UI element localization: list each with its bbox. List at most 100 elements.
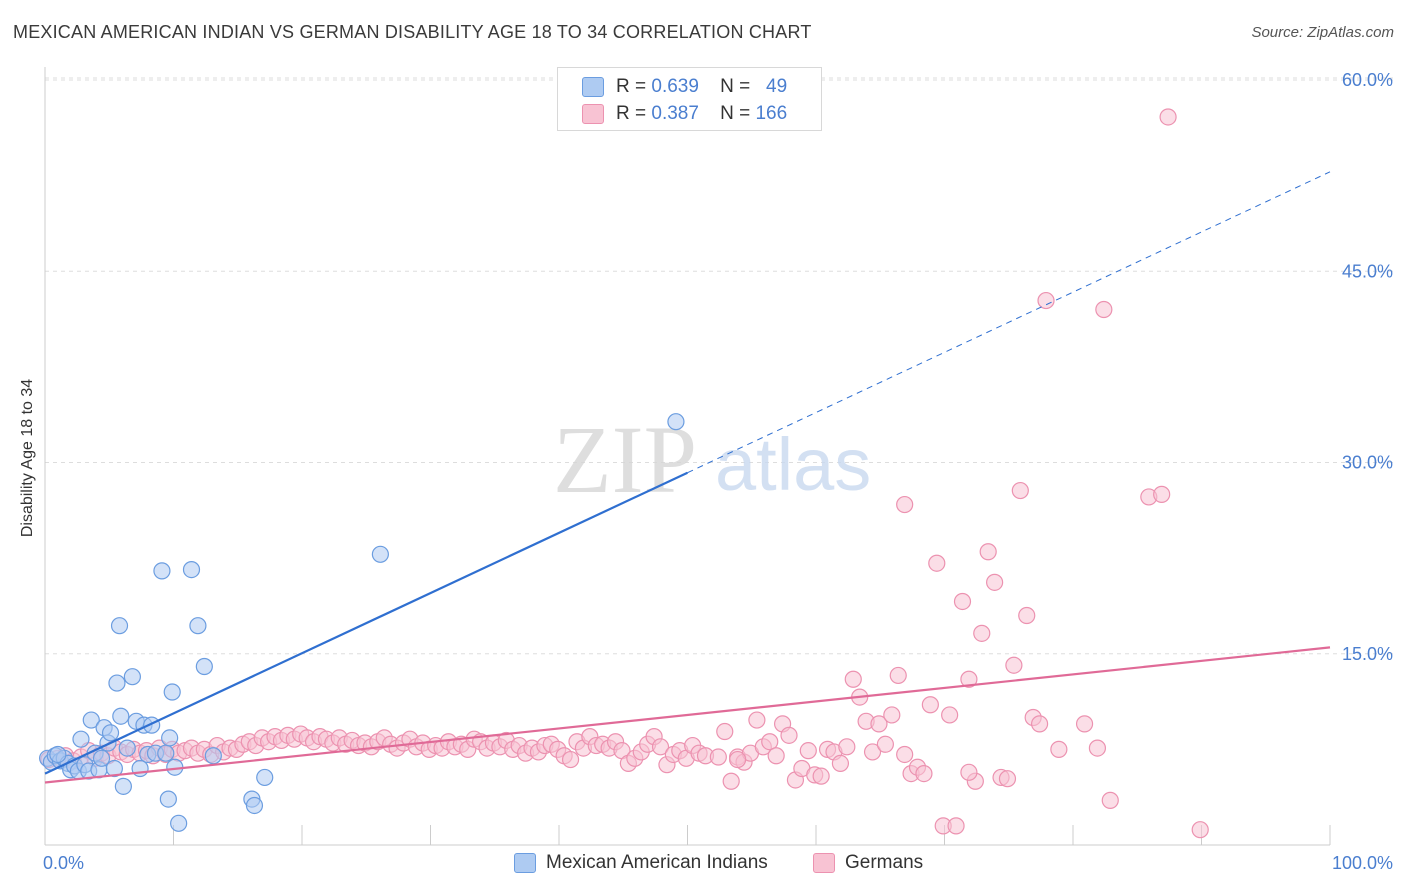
germans-point bbox=[941, 706, 959, 724]
legend-r-label: R = bbox=[616, 103, 647, 124]
germans-point bbox=[722, 772, 740, 790]
bottom-legend-swatch-blue bbox=[514, 853, 536, 873]
legend-r-value: 0.639 bbox=[651, 76, 699, 97]
bottom-legend-swatch-pink bbox=[813, 853, 835, 873]
legend-r-value: 0.387 bbox=[651, 103, 699, 124]
germans-point bbox=[986, 573, 1004, 591]
germans-point bbox=[780, 726, 798, 744]
mexican-american-indians-points bbox=[38, 413, 685, 832]
mexican-american-indians-point bbox=[204, 747, 222, 765]
y-tick-label: 30.0% bbox=[1342, 453, 1393, 473]
mexican-american-indians-point bbox=[245, 796, 264, 815]
y-tick-label: 60.0% bbox=[1342, 70, 1393, 90]
watermark-atlas: atlas bbox=[715, 423, 871, 506]
germans-point bbox=[651, 738, 670, 756]
legend-n-value: 166 bbox=[755, 103, 788, 124]
germans-point bbox=[1075, 715, 1094, 733]
germans-point bbox=[896, 495, 914, 514]
tick-labels: 15.0% 30.0% 45.0% 60.0% 0.0% 100.0% bbox=[43, 70, 1393, 873]
mexican-american-indians-point bbox=[159, 790, 177, 808]
germans-point bbox=[838, 738, 856, 756]
x-tick-label: 100.0% bbox=[1332, 853, 1393, 873]
legend-r-label: R = bbox=[616, 76, 647, 97]
germans-point bbox=[870, 715, 888, 733]
mexican-american-indians-point bbox=[101, 724, 120, 742]
germans-point bbox=[1037, 291, 1055, 310]
germans-point bbox=[1005, 656, 1023, 674]
germans-point bbox=[998, 770, 1017, 788]
mexican-american-indians-point bbox=[105, 759, 123, 778]
mexican-american-indians-point bbox=[108, 674, 126, 692]
germans-point bbox=[921, 696, 939, 714]
germans-point bbox=[1191, 821, 1209, 839]
chart-title: MEXICAN AMERICAN INDIAN VS GERMAN DISABI… bbox=[13, 22, 812, 42]
mexican-american-indians-point bbox=[195, 657, 213, 676]
legend-n-label: N = bbox=[720, 76, 751, 97]
germans-point bbox=[1018, 606, 1036, 625]
germans-point bbox=[729, 750, 747, 769]
germans-point bbox=[761, 733, 779, 751]
legend-row-mexican-american-indians: R = 0.639 N = 49 bbox=[558, 74, 787, 100]
germans-point bbox=[1030, 715, 1049, 733]
germans-trend-line bbox=[44, 646, 1331, 784]
mexican-american-indians-point bbox=[118, 739, 136, 757]
germans-point bbox=[953, 592, 972, 611]
germans-point bbox=[979, 543, 997, 561]
germans-point bbox=[716, 722, 734, 741]
germans-point bbox=[960, 670, 978, 688]
mexican-american-indians-point bbox=[153, 562, 171, 580]
mexican-american-indians-point bbox=[82, 711, 100, 729]
mexican-american-indians-point bbox=[256, 768, 274, 787]
bottom-legend-germans: Germans bbox=[813, 852, 923, 874]
mexican-american-indians-point bbox=[123, 668, 141, 686]
legend-n-label: N = bbox=[720, 103, 751, 124]
bottom-legend-label: Mexican American Indians bbox=[546, 852, 768, 873]
y-tick-label: 15.0% bbox=[1342, 644, 1393, 664]
germans-point bbox=[799, 742, 817, 760]
germans-point bbox=[960, 763, 978, 781]
mexican-american-indians-point bbox=[371, 545, 389, 563]
germans-point bbox=[561, 750, 580, 769]
germans-point bbox=[876, 735, 894, 753]
germans-point bbox=[812, 767, 830, 785]
x-tick-label: 0.0% bbox=[43, 853, 84, 873]
mexican-american-indians-point bbox=[157, 744, 175, 762]
germans-point bbox=[915, 764, 933, 783]
mexican-american-indians-point bbox=[170, 814, 188, 832]
germans-point bbox=[883, 706, 901, 724]
mexican-american-indians-point bbox=[72, 730, 90, 748]
legend-n-value: 49 bbox=[766, 76, 788, 97]
mexican-american-indians-trend-line bbox=[44, 471, 688, 775]
germans-point bbox=[767, 747, 785, 765]
mexican-american-indians-point bbox=[182, 560, 201, 579]
legend-row-germans: R = 0.387 N = 166 bbox=[558, 101, 787, 127]
germans-point bbox=[947, 817, 965, 835]
legend-swatch-blue bbox=[582, 77, 604, 97]
legend-swatch-pink bbox=[582, 104, 604, 124]
mexican-american-indians-point bbox=[49, 745, 67, 764]
germans-point bbox=[748, 711, 766, 729]
germans-point bbox=[709, 748, 727, 766]
y-tick-label: 45.0% bbox=[1342, 261, 1393, 281]
germans-point bbox=[1153, 485, 1171, 503]
germans-point bbox=[1101, 791, 1119, 809]
bottom-legend-mexican-american-indians: Mexican American Indians bbox=[514, 852, 768, 874]
mexican-american-indians-point bbox=[92, 749, 111, 767]
mexican-american-indians-point bbox=[163, 683, 181, 701]
source-label: Source: ZipAtlas.com bbox=[1251, 24, 1394, 41]
germans-point bbox=[1088, 739, 1107, 757]
grid-lines bbox=[45, 77, 1395, 655]
mexican-american-indians-point bbox=[667, 413, 685, 431]
germans-point bbox=[928, 554, 946, 572]
mexican-american-indians-point bbox=[161, 729, 179, 747]
mexican-american-indians-point bbox=[114, 777, 132, 795]
mexican-american-indians-point bbox=[110, 617, 129, 635]
germans-point bbox=[844, 670, 862, 688]
germans-point bbox=[1095, 300, 1113, 319]
trend-lines bbox=[44, 171, 1331, 784]
germans-point bbox=[889, 666, 907, 685]
germans-point bbox=[896, 745, 914, 764]
mexican-american-indians-point bbox=[112, 707, 130, 725]
germans-point bbox=[831, 754, 850, 773]
